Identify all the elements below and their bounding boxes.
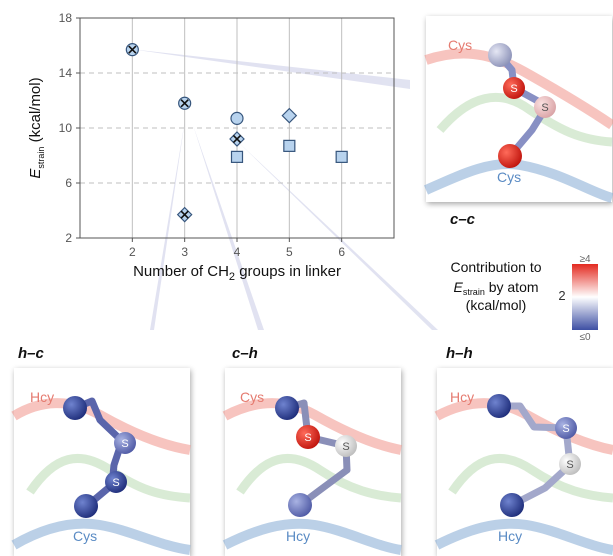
y-axis-label: Estrain (kcal/mol) [27,77,46,178]
colorbar-min-label: ≤0 [579,332,590,343]
x-tick-labels: 2 3 4 5 6 [129,238,345,259]
colorbar: ≥4 2 ≤0 Contribution to Estrain by atom … [450,254,598,343]
marker-circle-x [125,43,139,57]
y-tick-label: 2 [65,231,72,245]
marker-diamond [281,107,298,124]
atom-s-label: S [342,441,349,453]
atom-s-label: S [562,423,569,435]
y-tick-label: 10 [59,121,73,135]
x-tick-label: 4 [234,245,241,259]
bond-stick [497,53,551,159]
atom-s-label: S [121,438,128,450]
colorbar-title-line2: Estrain by atom [453,279,538,297]
panel-hh-label: h–h [446,345,473,362]
marker-circle [230,111,244,125]
scatter-chart: 2 6 10 14 18 2 3 4 5 6 Number of CH2 groups in l… [27,11,395,283]
atom-ball [74,494,98,518]
beam-to-hh [236,140,438,330]
atom-ball [555,417,577,439]
y-tick-labels: 2 6 10 14 18 [59,11,80,245]
colorbar-max-label: ≥4 [579,254,590,265]
atom-ball [498,144,522,168]
ribbon-blue [423,159,613,203]
chain-label-top: Cys [448,37,472,53]
x-tick-label: 6 [338,245,345,259]
atom-ball [275,396,299,420]
ribbon-blue [434,518,613,555]
colorbar-title-line1: Contribution to [450,259,541,275]
atom-ball [488,43,512,67]
y-tick-label: 14 [59,66,73,80]
colorbar-gradient [572,264,598,330]
marker-circle-x [178,96,192,110]
marker-diamond-x [176,206,193,223]
panel-hh: S S Hcy Hcy [434,368,613,556]
data-markers [125,43,348,223]
panel-hc: S S Hcy Cys [11,368,191,556]
ribbon-green [26,453,191,503]
chain-label-top: Hcy [30,389,54,405]
chain-label-bottom: Cys [73,528,97,544]
panel-cc-label: c–c [450,211,476,228]
panel-ch: S S Cys Hcy [222,368,402,556]
atom-ball [487,394,511,418]
ribbon-red [222,398,402,455]
chain-label-bottom: Hcy [498,528,522,544]
atom-ball [288,493,312,517]
chain-label-bottom: Cys [497,169,521,185]
ribbon-blue [11,518,191,555]
atom-ball [105,471,127,493]
atom-ball [500,493,524,517]
chain-label-top: Hcy [450,389,474,405]
ribbon-green [236,453,402,503]
atom-s-label: S [510,83,517,95]
atom-s-label: S [304,432,311,444]
atom-ball [534,96,556,118]
ribbon-red [424,48,613,130]
x-tick-label: 5 [286,245,293,259]
atom-ball [114,432,136,454]
marker-square [283,139,296,152]
beam-to-hc [150,120,185,330]
atom-s-label: S [541,102,548,114]
x-tick-label: 2 [129,245,136,259]
panel-ch-label: c–h [232,345,258,362]
ribbon-green [436,92,613,147]
beam-to-ch [193,125,264,330]
y-tick-label: 6 [65,176,72,190]
atom-ball [503,77,525,99]
ribbon-green [448,453,613,503]
connector-beams [130,49,438,330]
atom-ball [335,435,357,457]
atom-ball [296,425,320,449]
x-axis-label: Number of CH2 groups in linker [133,263,341,283]
marker-diamond-x [229,131,245,147]
atom-s-label: S [566,459,573,471]
x-tick-label: 3 [181,245,188,259]
colorbar-title-line3: (kcal/mol) [466,297,527,313]
colorbar-mid-label: 2 [558,288,565,303]
ribbon-blue [222,518,402,555]
marker-square [230,150,244,163]
marker-square [335,150,348,163]
chain-label-bottom: Hcy [286,528,310,544]
atom-s-label: S [112,477,119,489]
panel-hc-label: h–c [18,345,45,362]
y-tick-label: 18 [59,11,73,25]
atom-ball [63,396,87,420]
beam-to-cc [130,49,410,89]
atom-ball [559,453,581,475]
chain-label-top: Cys [240,389,264,405]
panel-cc: S S Cys Cys [423,16,613,203]
